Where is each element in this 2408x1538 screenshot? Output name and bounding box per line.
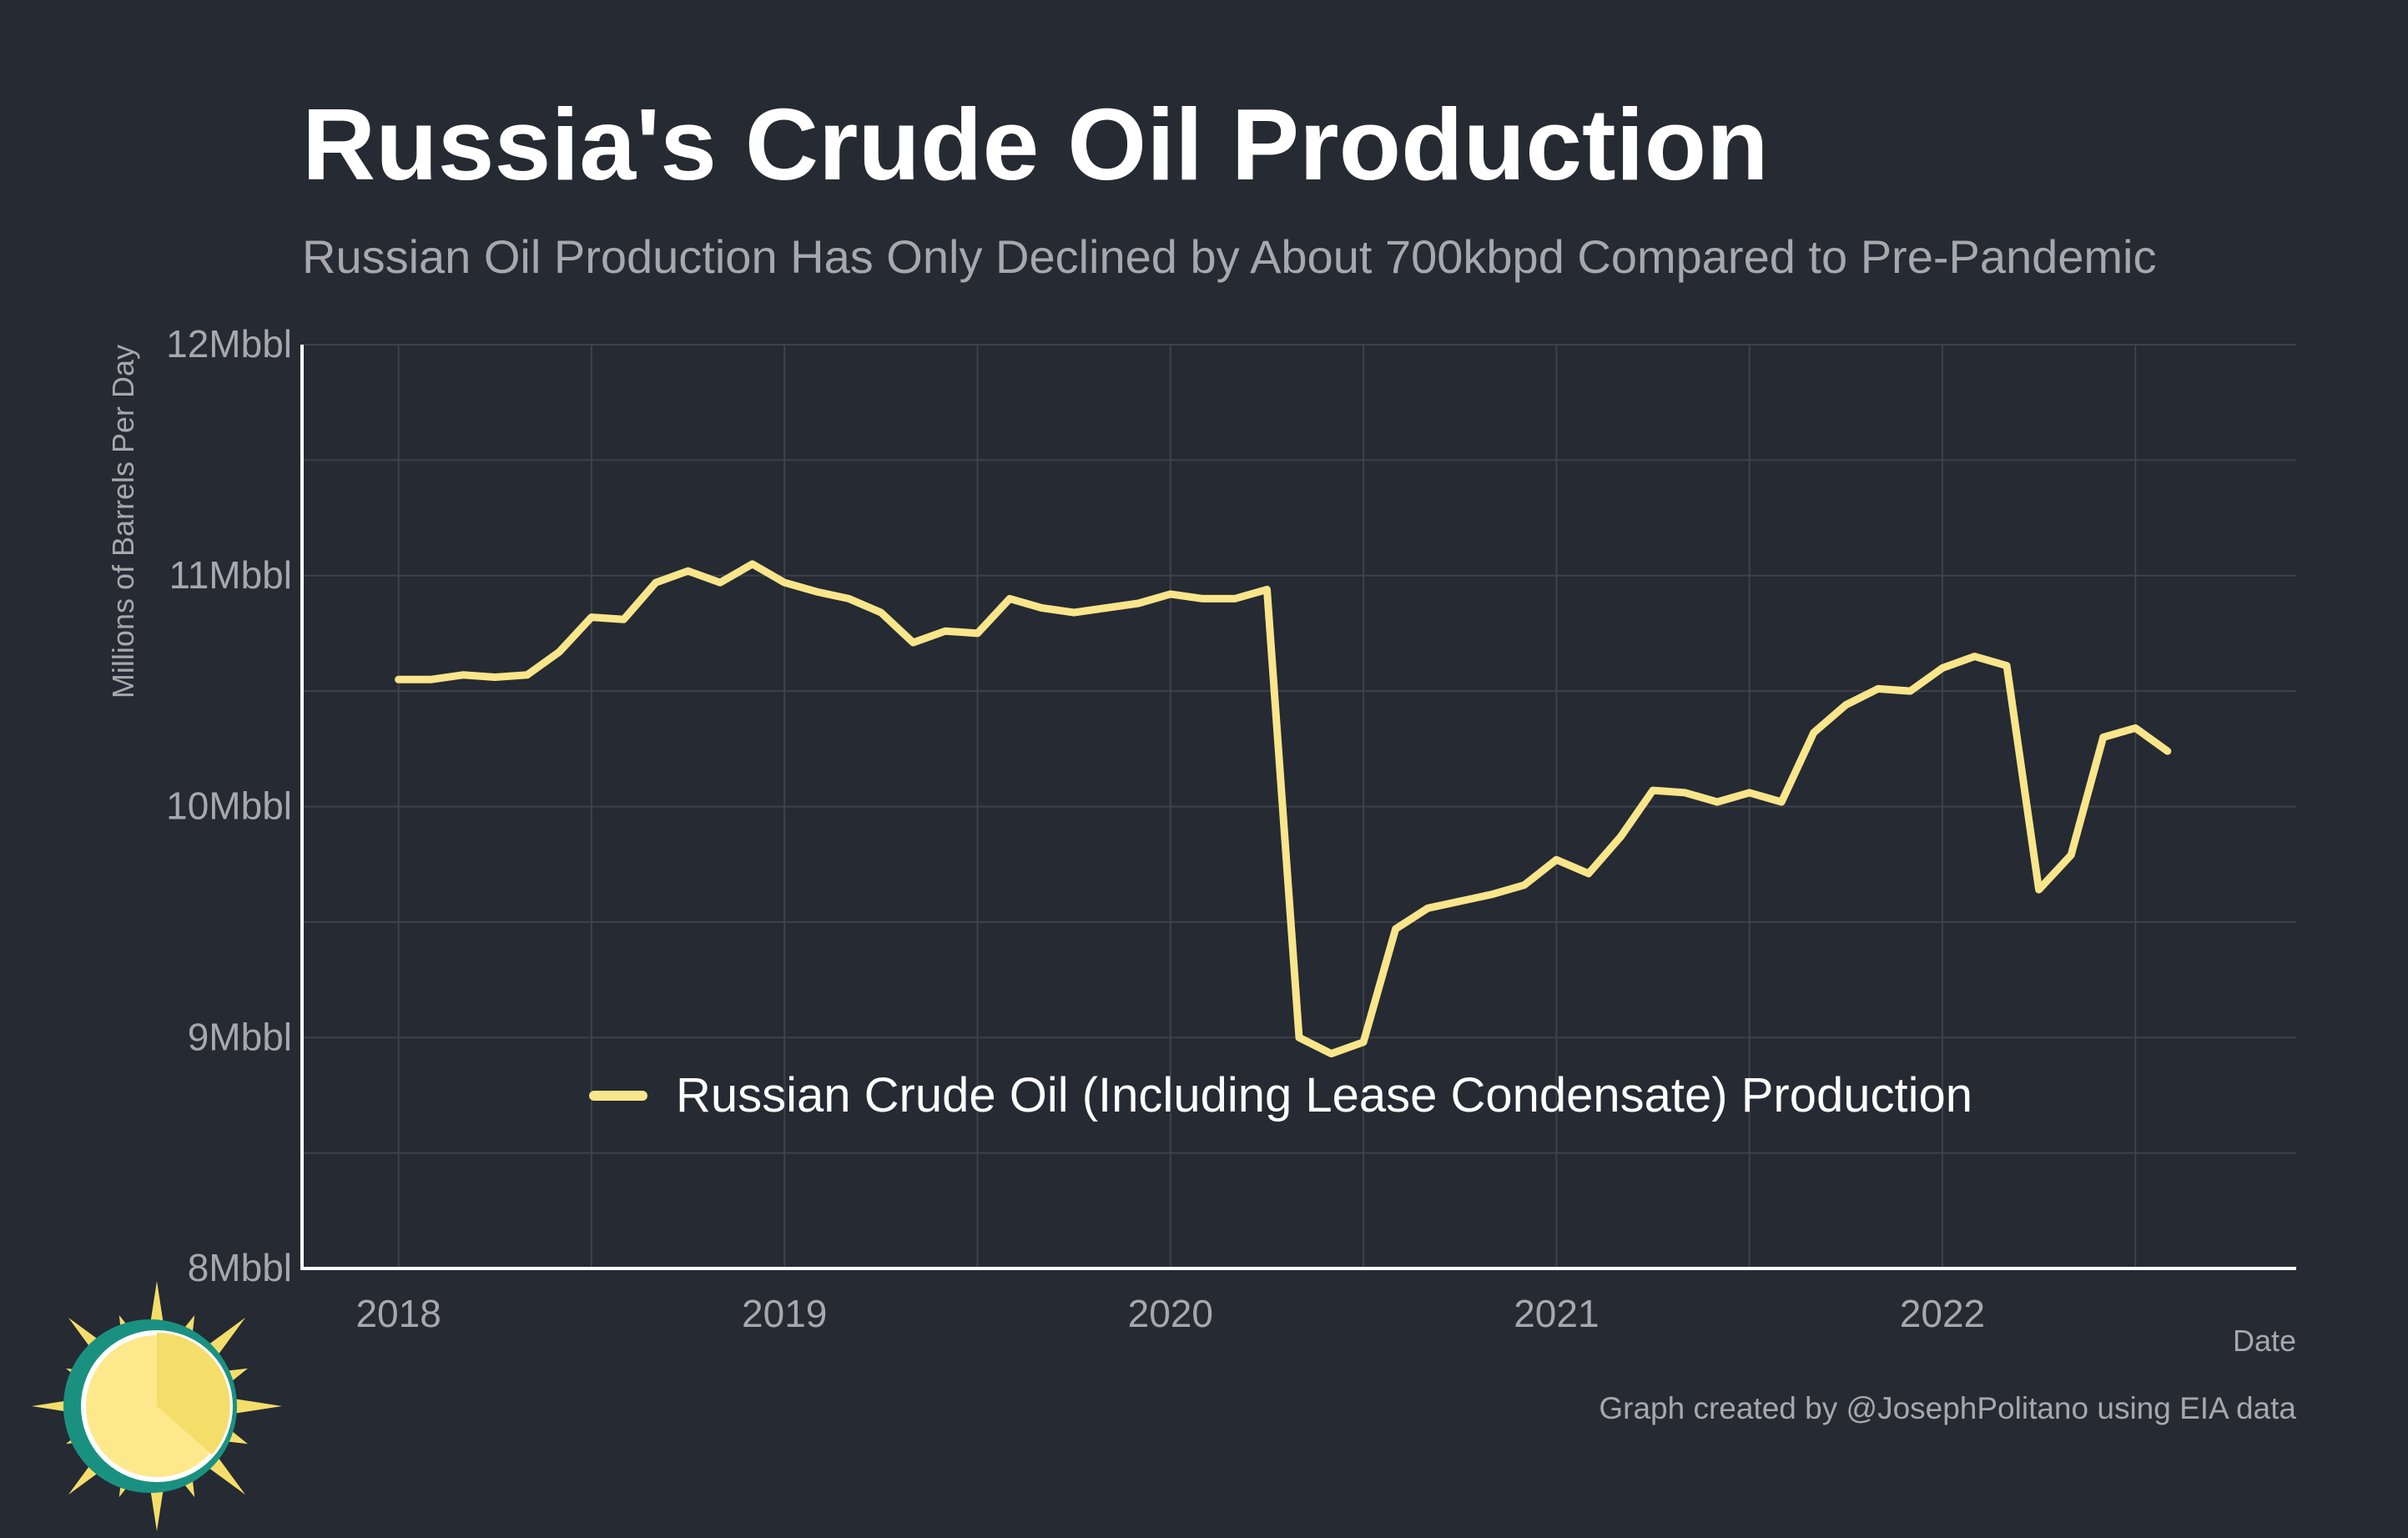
y-tick-label: 9Mbbl bbox=[188, 1015, 292, 1058]
chart-subtitle: Russian Oil Production Has Only Declined… bbox=[302, 230, 2157, 283]
x-tick-label: 2022 bbox=[1900, 1292, 1985, 1335]
sun-logo-clock-hand bbox=[157, 1333, 230, 1455]
source-caption: Graph created by @JosephPolitano using E… bbox=[1599, 1391, 2296, 1425]
x-axis-title: Date bbox=[2233, 1324, 2296, 1358]
legend-label: Russian Crude Oil (Including Lease Conde… bbox=[676, 1068, 1972, 1122]
x-tick-label: 2019 bbox=[742, 1292, 827, 1335]
y-tick-label: 8Mbbl bbox=[188, 1246, 292, 1289]
x-tick-label: 2021 bbox=[1514, 1292, 1599, 1335]
sun-ray bbox=[224, 1397, 282, 1415]
gridlines bbox=[302, 344, 2296, 1269]
y-tick-label: 11Mbbl bbox=[169, 553, 292, 597]
legend: Russian Crude Oil (Including Lease Conde… bbox=[589, 1068, 1972, 1122]
sun-logo-icon bbox=[32, 1281, 282, 1531]
x-tick-label: 2018 bbox=[355, 1292, 441, 1335]
x-tick-label: 2020 bbox=[1128, 1292, 1213, 1335]
series-lines bbox=[395, 560, 2172, 1058]
y-axis-title: Millions of Barrels Per Day bbox=[106, 345, 140, 698]
series-line bbox=[395, 560, 2172, 1058]
tick-labels: 8Mbbl 9Mbbl 10Mbbl 11Mbbl 12Mbbl 2018 2019 2020… bbox=[166, 322, 1985, 1335]
y-tick-label: 12Mbbl bbox=[166, 322, 292, 366]
chart-title: Russia's Crude Oil Production bbox=[302, 88, 1769, 201]
y-tick-label: 10Mbbl bbox=[166, 784, 292, 828]
axes bbox=[300, 345, 2296, 1270]
